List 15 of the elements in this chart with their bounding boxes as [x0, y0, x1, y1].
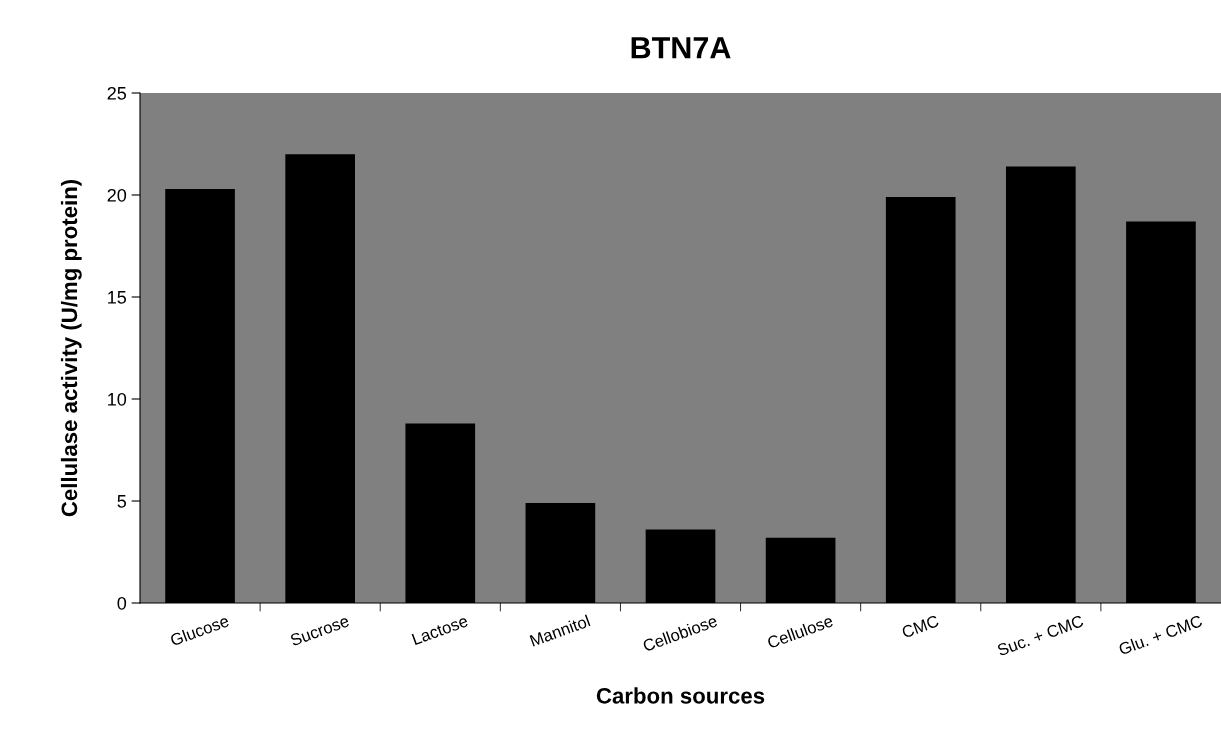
- y-tick-label: 10: [108, 392, 127, 406]
- y-tick-label: 5: [117, 495, 127, 508]
- x-tick-label: CMC: [901, 614, 940, 639]
- y-tick-label: 20: [107, 188, 127, 202]
- y-tick-label: 15: [108, 291, 127, 304]
- x-tick-label: Glu. + CMC: [1117, 614, 1203, 656]
- chart-title: BTN7A: [631, 37, 731, 59]
- x-tick-label: Sucrose: [289, 614, 350, 647]
- x-axis-title: Carbon sources: [596, 687, 765, 704]
- x-tick-label: Lactose: [411, 614, 469, 646]
- y-tick-label: 25: [107, 86, 127, 100]
- x-tick-label: Suc. + CMC: [996, 614, 1085, 657]
- x-tick-label: Glucose: [169, 614, 230, 647]
- y-axis-title: Cellulase activity (U/mg protein): [60, 179, 82, 517]
- y-tick-label: 0: [117, 596, 127, 610]
